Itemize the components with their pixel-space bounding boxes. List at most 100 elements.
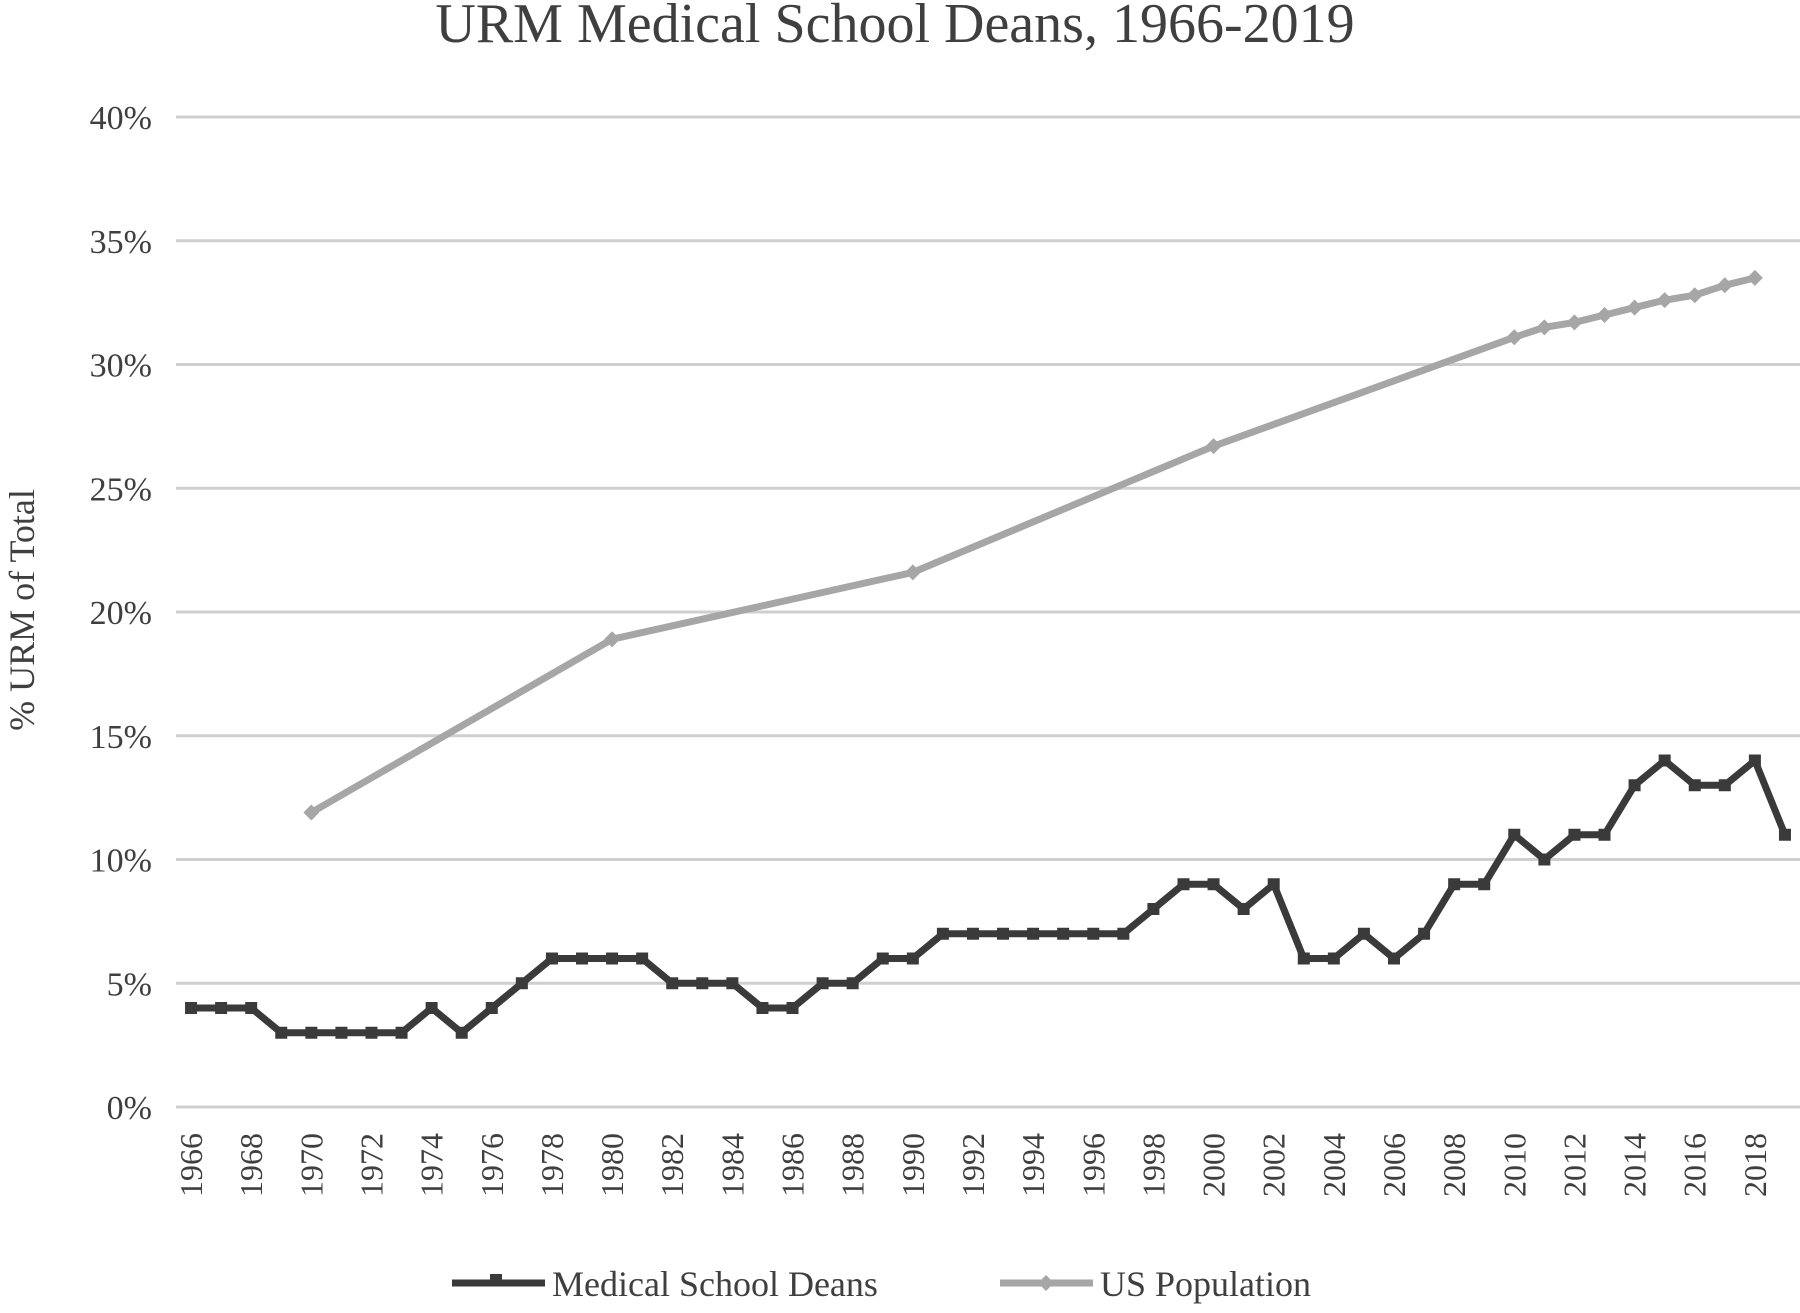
series-us-population	[303, 269, 1763, 821]
data-point	[1658, 754, 1671, 767]
data-point	[1508, 828, 1521, 841]
data-point	[275, 1026, 288, 1039]
data-point	[1057, 927, 1070, 940]
data-point	[455, 1026, 468, 1039]
data-point	[185, 1002, 198, 1014]
data-point	[365, 1026, 378, 1039]
legend-label-us-population: US Population	[1100, 1264, 1311, 1304]
data-point	[1237, 903, 1250, 915]
x-tick-label: 1978	[534, 1133, 570, 1197]
legend-population-marker	[1038, 1275, 1054, 1291]
y-tick-label: 30%	[90, 348, 152, 385]
x-tick-label: 2006	[1376, 1133, 1412, 1197]
x-tick-label: 1976	[474, 1133, 510, 1197]
data-point	[876, 952, 889, 965]
data-point	[936, 927, 949, 940]
data-point	[303, 804, 320, 821]
x-tick-label: 1996	[1075, 1133, 1111, 1197]
legend-label-medical-school-deans: Medical School Deans	[552, 1264, 878, 1304]
data-point	[966, 927, 979, 940]
x-tick-label: 2012	[1556, 1133, 1592, 1197]
data-point	[606, 952, 619, 965]
data-point	[997, 927, 1010, 940]
data-point	[1628, 779, 1641, 792]
x-tick-label: 2002	[1256, 1133, 1292, 1197]
series-line	[307, 274, 1759, 816]
data-point	[904, 564, 921, 581]
x-tick-label: 1966	[173, 1133, 209, 1197]
y-tick-label: 0%	[107, 1090, 152, 1127]
data-point	[1656, 292, 1673, 309]
data-point	[786, 1002, 799, 1014]
data-point	[1716, 277, 1733, 294]
x-tick-label: 1972	[353, 1133, 389, 1197]
data-point	[215, 1002, 228, 1014]
data-point	[1506, 329, 1523, 346]
x-tick-label: 1968	[233, 1133, 269, 1197]
data-point	[1027, 927, 1040, 940]
data-point	[1688, 779, 1701, 792]
y-tick-label: 15%	[90, 719, 152, 756]
x-tick-label: 1982	[654, 1133, 690, 1197]
y-tick-label: 10%	[90, 843, 152, 880]
chart-title: URM Medical School Deans, 1966-2019	[435, 0, 1354, 55]
x-tick-label: 1994	[1015, 1133, 1051, 1197]
data-point	[395, 1026, 408, 1039]
data-point	[576, 952, 588, 965]
series-line	[187, 757, 1789, 1037]
data-point	[1536, 319, 1553, 336]
legend-item-medical-school-deans: Medical School Deans	[452, 1264, 878, 1304]
x-tick-label: 2000	[1196, 1133, 1232, 1197]
data-point	[906, 952, 919, 965]
data-point	[1718, 779, 1731, 792]
x-tick-label: 1986	[775, 1133, 811, 1197]
legend-item-us-population: US Population	[1000, 1264, 1311, 1304]
data-point	[816, 977, 829, 990]
y-tick-label: 40%	[90, 100, 152, 137]
data-point	[485, 1002, 498, 1014]
data-point	[1177, 878, 1190, 891]
gridlines	[176, 115, 1800, 1109]
data-point	[1746, 269, 1763, 286]
x-tick-label: 1970	[293, 1133, 329, 1197]
data-point	[726, 977, 739, 990]
data-point	[515, 977, 528, 990]
data-point	[1327, 952, 1340, 965]
data-point	[1626, 299, 1643, 316]
data-point	[1388, 952, 1400, 965]
series-layer	[185, 269, 1791, 1039]
x-axis-ticks: 1966 1968 1970 1972 1974 1976 1978 1980 1982 1984…	[173, 1133, 1773, 1197]
x-tick-label: 1980	[594, 1133, 630, 1197]
data-point	[636, 952, 649, 965]
data-point	[1207, 878, 1220, 891]
data-point	[1478, 878, 1491, 891]
data-point	[305, 1026, 318, 1039]
data-point	[1418, 927, 1431, 940]
data-point	[756, 1002, 769, 1014]
data-point	[1087, 927, 1100, 940]
data-point	[1566, 314, 1583, 331]
data-point	[1686, 287, 1703, 304]
x-tick-label: 2016	[1677, 1133, 1713, 1197]
y-axis-label: % URM of Total	[2, 489, 42, 731]
legend: Medical School Deans US Population	[452, 1264, 1311, 1304]
x-tick-label: 1974	[414, 1133, 450, 1197]
data-point	[604, 631, 621, 648]
x-tick-label: 2008	[1436, 1133, 1472, 1197]
data-point	[1598, 828, 1611, 841]
data-point	[1448, 878, 1461, 891]
data-point	[1596, 307, 1613, 323]
x-tick-label: 2014	[1617, 1133, 1653, 1197]
data-point	[1267, 878, 1280, 891]
data-point	[1205, 438, 1222, 455]
series-medical-school-deans	[185, 754, 1791, 1039]
legend-deans-marker	[490, 1274, 502, 1286]
x-tick-label: 2010	[1496, 1133, 1532, 1197]
data-point	[1147, 903, 1160, 915]
y-tick-label: 5%	[107, 966, 152, 1003]
x-tick-label: 1990	[895, 1133, 931, 1197]
data-point	[846, 977, 859, 990]
data-point	[1538, 853, 1551, 866]
